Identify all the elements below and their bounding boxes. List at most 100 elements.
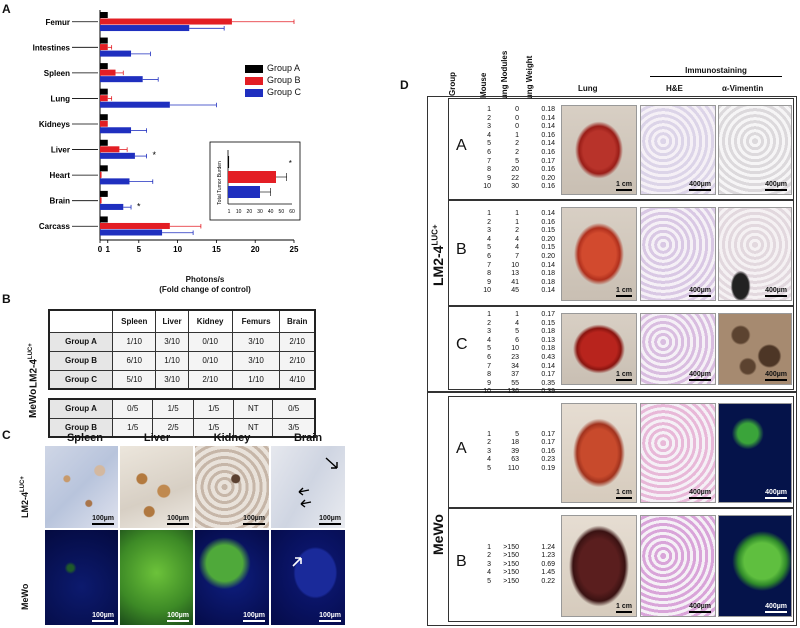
panel-a-label: A bbox=[2, 2, 11, 16]
d-value: 8 bbox=[487, 270, 491, 278]
d-col-weight: 0.18 0.14 0.14 0.16 0.14 0.16 0.17 0.16 0.20 0.16 bbox=[529, 106, 555, 192]
d-value: 136 bbox=[507, 388, 519, 396]
table-cell: 1/10 bbox=[111, 331, 157, 352]
d-value: 7 bbox=[487, 362, 491, 370]
scale-bar: 400µm bbox=[689, 287, 711, 297]
c-brain-lm2-image: 100µm bbox=[271, 446, 345, 528]
scale-bar: 100µm bbox=[92, 515, 114, 525]
d-col-nodules: 5 18 39 63 110 bbox=[493, 431, 519, 474]
inset-significance: * bbox=[289, 159, 292, 168]
d-col-nodules: 0 0 0 1 2 2 5 20 22 30 bbox=[493, 106, 519, 192]
d-value: 6 bbox=[487, 148, 491, 156]
scale-bar: 400µm bbox=[689, 181, 711, 191]
d-value: 0.23 bbox=[541, 456, 555, 464]
d-value: 0.17 bbox=[541, 311, 555, 318]
chart-a-xlabel-main: Photons/s bbox=[185, 275, 225, 284]
table-cell: 3/10 bbox=[231, 350, 281, 371]
table-cell: 0/5 bbox=[111, 398, 154, 419]
d-group-letter: C bbox=[456, 336, 468, 353]
scale-bar: 100µm bbox=[319, 612, 341, 622]
d-value: 0.18 bbox=[541, 278, 555, 286]
chart-a-bar bbox=[100, 120, 108, 127]
chart-a-x-tick-label: 10 bbox=[173, 245, 182, 254]
d-value: 10 bbox=[483, 183, 491, 191]
d-vimentin-image: 400µm bbox=[718, 207, 792, 301]
d-value: 2 bbox=[515, 140, 519, 148]
chart-a-significance: * bbox=[153, 150, 157, 160]
d-value: 0.14 bbox=[541, 123, 555, 131]
legend-group-a: Group A bbox=[267, 63, 301, 73]
panel-c-col-spleen: Spleen bbox=[66, 432, 104, 444]
chart-a-bar bbox=[100, 95, 108, 102]
d-value: 9 bbox=[487, 278, 491, 286]
d-value: 1 bbox=[515, 210, 519, 217]
chart-a-bar bbox=[100, 114, 108, 121]
chart-a-bar bbox=[100, 222, 170, 229]
table-cell: 1/5 bbox=[192, 417, 235, 438]
table-cell: 1/5 bbox=[111, 417, 154, 438]
d-value: 8 bbox=[487, 166, 491, 174]
d-value: 1 bbox=[487, 106, 491, 113]
inset-x-tick-label: 30 bbox=[257, 209, 263, 215]
row-group-label: Group B bbox=[48, 417, 113, 438]
panel-c-row-mewo: MeWo bbox=[20, 583, 30, 610]
chart-a-bar bbox=[100, 139, 108, 146]
d-lm2-label: LM2-4LUC+ bbox=[430, 224, 446, 286]
c-spleen-lm2-image: 100µm bbox=[45, 446, 118, 528]
d-value: >150 bbox=[503, 543, 519, 551]
table-b-lm2: Spleen Liver Kidney Femurs Brain Group A… bbox=[48, 309, 316, 390]
d-group-box: C 1 2 3 4 5 6 7 8 9 10 1 4 5 6 10 23 34 37 55 136 0.17 0.15 0.1… bbox=[448, 306, 794, 395]
scale-bar: 400µm bbox=[765, 603, 787, 613]
chart-a-category-label: Heart bbox=[50, 171, 71, 180]
scale-bar: 100µm bbox=[319, 515, 341, 525]
chart-a-category-label: Femur bbox=[46, 18, 70, 27]
chart-a-bar bbox=[100, 37, 108, 44]
d-value: 0.14 bbox=[541, 261, 555, 269]
chart-a-bar bbox=[100, 216, 108, 223]
d-value: 4 bbox=[487, 569, 491, 577]
arrow-icon bbox=[292, 557, 302, 567]
d-value: 4 bbox=[487, 235, 491, 243]
d-value: 23 bbox=[511, 353, 519, 361]
scale-bar: 100µm bbox=[167, 515, 189, 525]
d-group-letter: A bbox=[456, 137, 467, 154]
d-value: 0.15 bbox=[541, 319, 555, 327]
table-b-col-liver: Liver bbox=[155, 309, 189, 333]
d-value: 1 bbox=[515, 311, 519, 318]
scale-bar: 1 cm bbox=[616, 489, 632, 499]
chart-a-category-label: Kidneys bbox=[39, 120, 71, 129]
c-liver-lm2-image: 100µm bbox=[120, 446, 193, 528]
d-value: 0.18 bbox=[541, 328, 555, 336]
d-col-nodules: 1 1 2 4 4 7 10 13 41 45 bbox=[493, 210, 519, 296]
d-header-group: Group bbox=[448, 72, 457, 96]
legend-swatch-group-c bbox=[245, 88, 263, 97]
chart-a-bar bbox=[100, 178, 130, 185]
d-value: 0.35 bbox=[541, 379, 555, 387]
d-value: 0.16 bbox=[541, 166, 555, 174]
d-value: 0 bbox=[515, 106, 519, 113]
table-cell: 3/10 bbox=[155, 369, 189, 390]
table-cell: 2/10 bbox=[279, 350, 316, 371]
scale-bar: 100µm bbox=[92, 612, 114, 622]
chart-a-x-tick-label: 20 bbox=[251, 245, 260, 254]
d-value: 0.17 bbox=[541, 439, 555, 447]
inset-x-tick-label: 40 bbox=[268, 209, 274, 215]
d-group-letter: A bbox=[456, 440, 467, 457]
panel-c-row-lm2: LM2-4LUC+ bbox=[20, 476, 30, 518]
d-value: 1 bbox=[487, 543, 491, 551]
d-col-mouse: 1 2 3 4 5 6 7 8 9 10 bbox=[471, 106, 491, 192]
chart-a-category-label: Spleen bbox=[44, 69, 70, 78]
d-value: 7 bbox=[487, 261, 491, 269]
d-value: 1 bbox=[487, 210, 491, 217]
scale-bar: 400µm bbox=[765, 489, 787, 499]
d-value: 0.14 bbox=[541, 210, 555, 217]
inset-x-tick-label: 50 bbox=[279, 209, 285, 215]
d-group-box: B 1 2 3 4 5 >150 >150 >150 >150 >150 1.24 1.23 0.69 1.… bbox=[448, 508, 794, 622]
panel-b-label: B bbox=[2, 292, 11, 306]
d-value: 9 bbox=[487, 379, 491, 387]
table-cell: NT bbox=[233, 417, 274, 438]
inset-x-tick-label: 60 bbox=[289, 209, 295, 215]
d-value: 0.14 bbox=[541, 114, 555, 122]
chart-a-bar bbox=[100, 197, 102, 204]
chart-a-category-label: Liver bbox=[51, 146, 70, 155]
